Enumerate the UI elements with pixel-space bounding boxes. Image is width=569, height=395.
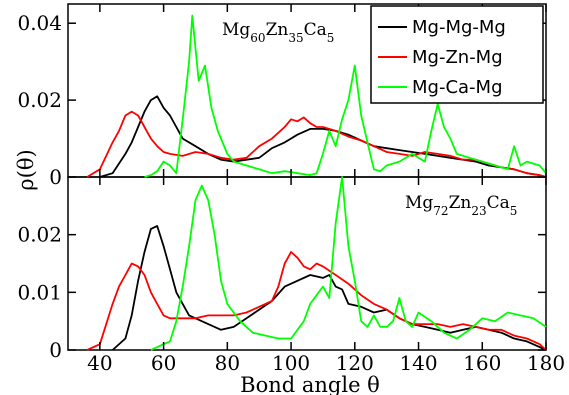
- bottom-series-mg-ca-mg: [150, 176, 547, 351]
- bottom-ytick-label: 0: [49, 338, 62, 362]
- legend-entry-mg-zn-mg: Mg-Zn-Mg: [378, 47, 503, 68]
- xtick-label: 80: [215, 351, 240, 375]
- legend-entry-mg-mg-mg: Mg-Mg-Mg: [378, 17, 506, 38]
- xtick-label: 40: [87, 351, 112, 375]
- bottom-series-mg-zn-mg: [86, 251, 547, 351]
- bottom-panel-series: [86, 176, 547, 351]
- xtick-label: 160: [463, 351, 501, 375]
- legend-label-mg-zn-mg: Mg-Zn-Mg: [412, 47, 503, 68]
- bottom-panel-frame: [67, 176, 547, 351]
- top-composition-label: Mg60Zn35Ca5: [222, 20, 334, 45]
- legend-label-mg-mg-mg: Mg-Mg-Mg: [412, 17, 506, 38]
- axis-ticks: [68, 4, 547, 351]
- top-ytick-label: 0: [49, 165, 62, 189]
- top-ytick-label: 0.04: [17, 11, 62, 35]
- y-axis-label: ρ(θ): [14, 149, 38, 190]
- bottom-series-mg-mg-mg: [111, 225, 547, 351]
- legend-entry-mg-ca-mg: Mg-Ca-Mg: [378, 77, 503, 98]
- xtick-label: 120: [336, 351, 374, 375]
- xtick-label: 180: [527, 351, 565, 375]
- top-series-mg-mg-mg: [99, 95, 547, 178]
- xtick-label: 140: [399, 351, 437, 375]
- x-axis-label: Bond angle θ: [240, 373, 380, 395]
- legend: Mg-Mg-Mg Mg-Zn-Mg Mg-Ca-Mg: [370, 5, 544, 104]
- xtick-label: 100: [272, 351, 310, 375]
- bottom-ytick-label: 0.01: [17, 280, 62, 304]
- top-series-mg-zn-mg: [86, 110, 547, 178]
- bottom-composition-label: Mg72Zn23Ca5: [405, 193, 517, 218]
- top-panel-series: [86, 14, 547, 178]
- top-ytick-label: 0.02: [17, 88, 62, 112]
- bottom-ytick-label: 0.02: [17, 223, 62, 247]
- axis-tick-labels: 0 0.02 0.04 0 0.01 0.02 40 60 80 100 120 140 160 180: [17, 11, 565, 375]
- xtick-label: 60: [151, 351, 176, 375]
- legend-label-mg-ca-mg: Mg-Ca-Mg: [412, 77, 503, 98]
- top-series-mg-ca-mg: [144, 14, 547, 178]
